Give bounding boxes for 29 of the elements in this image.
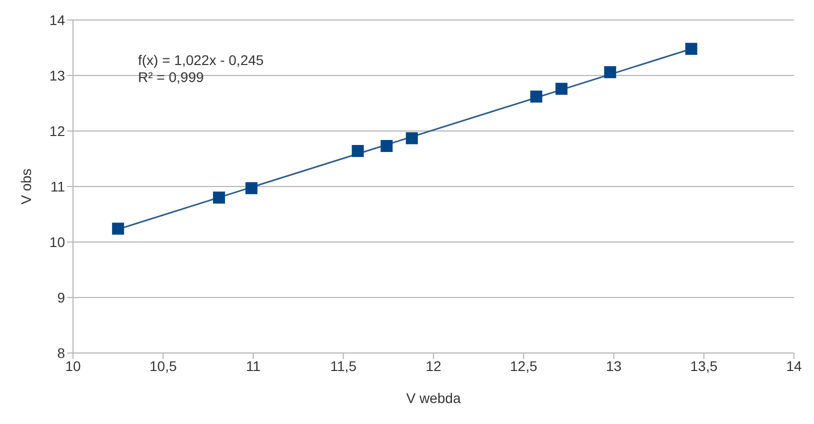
point [112,222,124,235]
point [530,90,542,103]
point [604,66,616,78]
x-tick-label: 12 [426,358,442,374]
x-tick-label: 13,5 [690,358,718,374]
y-tick-label: 14 [49,12,66,28]
y-tick-label: 10 [49,234,66,250]
point [406,132,418,144]
point [555,82,568,95]
annotation: R² = 0,999 [138,69,205,86]
x-tick-label: 10,5 [150,358,177,374]
point [213,192,226,204]
y-tick-label: 11 [50,178,66,194]
x-tick-label: 11,5 [330,358,357,374]
x-axis-title: V webda [406,390,461,406]
x-tick-label: 14 [786,358,802,374]
x-tick-label: 12,5 [510,358,538,374]
annotation: f(x) = 1,022x - 0,245 [138,52,264,69]
x-tick-label: 11 [246,358,261,374]
y-tick-label: 8 [57,344,66,361]
x-tick-label: 13 [606,358,622,374]
y-tick-label: 9 [57,289,66,306]
point [685,42,698,55]
point [380,140,393,152]
y-tick-label: 13 [49,67,66,84]
y-axis-title: V obs [18,168,34,204]
point [245,182,258,194]
point [352,144,364,157]
y-tick-label: 12 [49,122,66,139]
